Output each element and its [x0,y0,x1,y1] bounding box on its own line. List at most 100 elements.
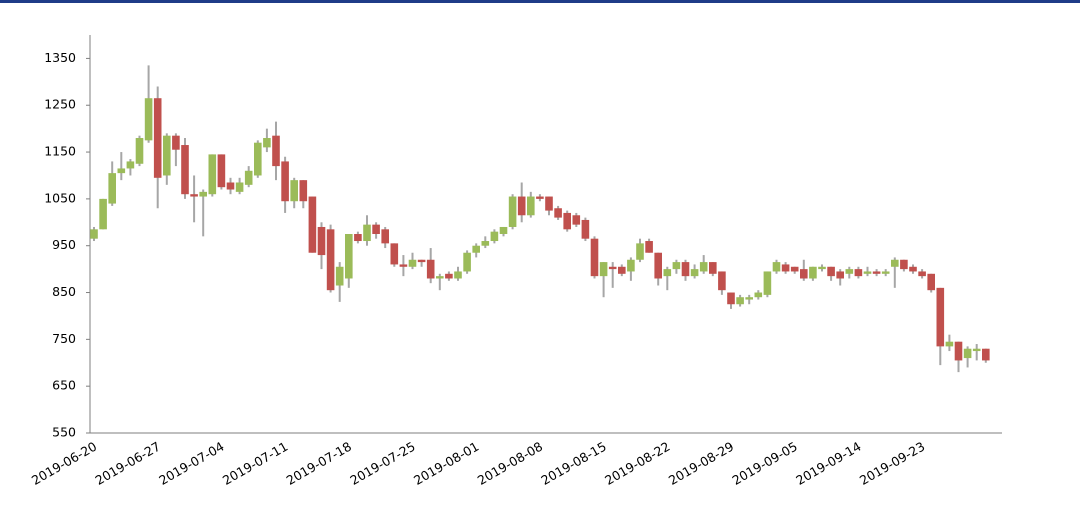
candle-body [226,182,235,190]
x-tick-label: 2019-08-01 [411,439,481,488]
candle-body [608,266,617,270]
candle-body [354,234,362,242]
candle-body [554,208,562,218]
candle-body [445,273,453,279]
candle-body [208,154,217,195]
candle-body [982,348,990,361]
candle-body [599,262,608,277]
y-tick-label: 750 [52,331,76,346]
candle-body [308,196,317,253]
candle-body [190,194,198,197]
candle-body [790,266,799,272]
y-tick-label: 650 [52,378,76,393]
candle-body [590,238,599,277]
candle-body [181,145,189,195]
candle-body [872,271,881,274]
candle-body [135,138,144,164]
top-border [0,0,1080,3]
candle-body [845,269,854,274]
x-tick-label: 2019-08-15 [538,439,608,488]
candle-body [399,264,408,267]
candle-body [718,271,726,291]
candle-body [99,198,107,230]
y-tick-label: 1150 [44,144,76,159]
candle-body [372,224,380,234]
candle-body [781,264,790,272]
candle-body [572,215,581,225]
candle-body [199,191,207,197]
candle-body [654,252,662,279]
candle-body [463,252,471,272]
x-tick-label: 2019-07-11 [220,439,290,488]
candle-body [335,266,344,286]
candle-body [745,297,753,300]
candle-body [436,276,444,279]
x-tick-label: 2019-07-25 [347,439,417,488]
candle-body [499,226,508,234]
candle-body [800,269,808,279]
y-tick-label: 850 [52,284,76,299]
candle-body [317,226,326,256]
candle-body [954,341,963,361]
candle-body [763,271,772,295]
candle-body [363,224,371,242]
x-tick-label: 2019-08-22 [602,439,672,488]
candle-body [299,180,308,202]
candle-body [881,271,890,274]
candle-body [727,292,735,305]
candle-body [627,259,635,272]
candle-body [563,212,571,230]
candle-body [645,241,653,253]
x-tick-label: 2019-06-27 [93,439,163,488]
candle-body [126,161,135,169]
candle-body [527,196,535,216]
x-tick-label: 2019-09-05 [730,439,800,488]
candle-body [854,269,863,277]
y-tick-label: 550 [52,425,76,440]
candle-body [754,292,763,298]
x-tick-label: 2019-08-08 [475,439,545,488]
x-tick-label: 2019-09-14 [793,439,863,488]
candle-body [963,348,972,359]
candle-body [545,196,553,211]
candle-body [281,161,289,202]
candle-body [163,135,171,176]
candle-body [172,135,180,150]
x-tick-label: 2019-06-20 [29,439,99,488]
candle-body [244,170,253,185]
candle-body [681,262,690,277]
candle-body [827,266,835,277]
candle-body [290,180,298,202]
candle-body [772,262,781,272]
candle-body [809,266,817,279]
candle-body [481,241,490,246]
candle-body [927,273,935,291]
candle-body [153,98,162,178]
candle-body [972,348,981,352]
candle-body [863,271,872,274]
candle-body [217,154,226,188]
candle-body [736,297,744,305]
candle-body [900,259,908,270]
candle-body [709,262,717,274]
candle-body [254,142,262,176]
y-tick-label: 1050 [44,190,76,205]
candle-body [108,173,116,204]
candle-body [117,168,126,174]
candle-body [90,229,98,239]
candle-body [263,138,271,148]
candle-body [408,259,417,267]
x-tick-label: 2019-08-29 [666,439,736,488]
candle-body [144,98,153,141]
y-tick-label: 1350 [44,50,76,65]
candle-body [672,262,681,270]
candle-body [536,196,544,199]
candle-body [490,231,499,242]
candle-body [581,219,590,239]
candle-body [426,259,435,279]
candle-body [272,135,280,167]
candle-body [936,287,945,347]
candle-body [235,182,244,192]
x-tick-label: 2019-07-04 [156,439,226,488]
